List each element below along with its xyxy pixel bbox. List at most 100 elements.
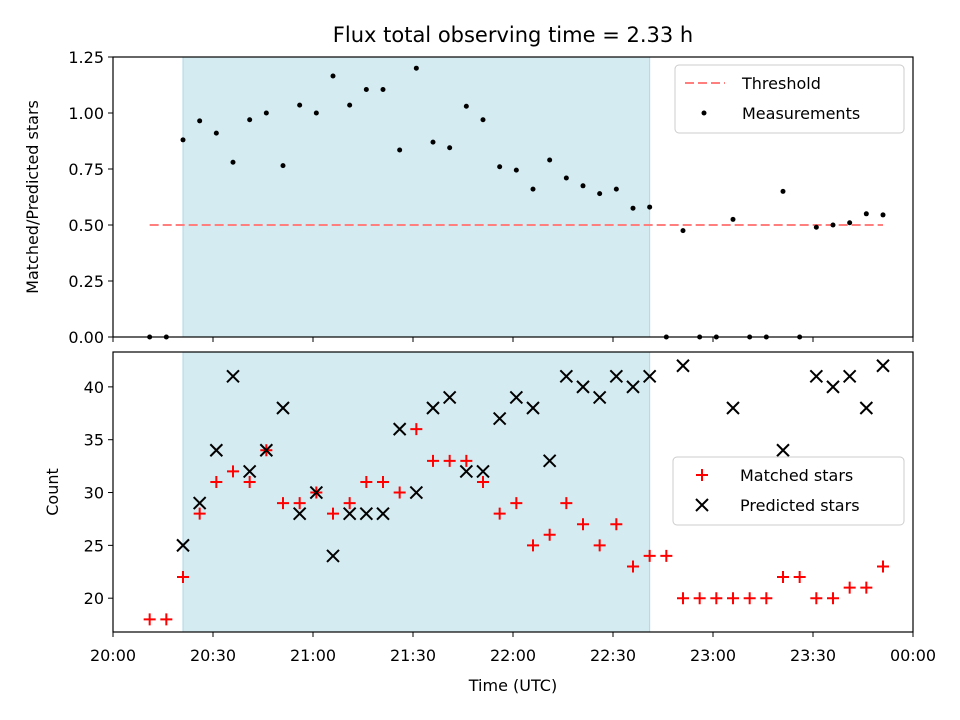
measurement-point [180,137,186,143]
top-y-tick-label: 0.50 [68,216,104,235]
predicted-stars-point [859,401,874,415]
measurement-point [780,188,786,194]
matched-stars-point [277,497,289,510]
top-y-tick-label: 0.25 [68,272,104,291]
matched-stars-point [443,454,456,467]
top-y-axis-label: Matched/Predicted stars [23,100,42,294]
x-tick-label: 00:00 [890,646,936,665]
matched-stars-point [877,560,889,573]
series-predicted-stars [176,359,890,563]
measurement-point [547,157,553,163]
measurement-point [830,222,836,228]
bottom-panel: 20 25 30 35 40 20:00 20:30 21:00 21:30 22:00 22:30… [84,351,936,665]
matched-stars-point [727,592,739,605]
legend-label: Matched stars [740,466,853,485]
matched-stars-point [527,539,539,552]
matched-stars-point [643,549,656,562]
matched-stars-point [777,571,789,584]
predicted-stars-point [342,506,357,521]
predicted-stars-point [842,369,857,384]
x-tick-label: 22:30 [590,646,636,665]
legend-predicted-swatch [695,498,709,512]
predicted-stars-point [409,485,424,500]
predicted-stars-point [559,369,574,384]
matched-stars-point [177,571,189,584]
matched-stars-point [210,475,223,488]
predicted-stars-point [609,369,624,384]
matched-stars-point [627,560,639,573]
matched-stars-point [810,592,823,605]
predicted-stars-point [459,464,474,479]
predicted-stars-point [626,380,640,394]
bottom-y-tick-label: 30 [84,484,104,503]
matched-stars-point [743,592,756,605]
predicted-stars-point [376,506,390,521]
x-tick-label: 21:30 [390,646,436,665]
predicted-stars-point [476,464,490,479]
top-y-tick-label: 1.00 [68,104,104,123]
x-tick-label: 20:30 [190,646,236,665]
matched-stars-point [760,592,773,605]
matched-stars-point [593,539,606,552]
top-y-tick-label: 1.25 [68,48,104,67]
matched-stars-point [227,465,239,478]
predicted-stars-point [576,380,590,394]
measurement-point [647,204,653,210]
measurement-point [263,110,269,116]
matched-stars-point [560,497,573,510]
measurement-point [330,73,336,79]
measurement-point [247,117,253,123]
predicted-stars-point [392,422,407,436]
measurement-point [480,117,486,123]
bottom-y-tick-label: 20 [84,589,104,608]
series-measurements [147,65,886,340]
matched-stars-point [360,475,373,488]
predicted-stars-point [592,390,607,405]
measurement-point [847,220,853,226]
predicted-stars-point [226,369,240,384]
predicted-stars-point [259,443,274,457]
predicted-stars-point [809,369,824,384]
matched-stars-point [710,592,723,605]
chart-title: Flux total observing time = 2.33 h [333,23,693,47]
x-tick-label: 23:00 [690,646,736,665]
x-tick-label: 22:00 [490,646,536,665]
predicted-stars-point [876,359,890,373]
matched-stars-point [143,613,156,626]
matched-stars-point [477,475,489,488]
measurement-point [347,102,353,108]
measurement-point [380,86,386,92]
measurement-point [297,102,303,108]
predicted-stars-point [542,454,557,468]
legend-box [672,456,905,526]
top-y-tick-label: 0.00 [68,328,104,347]
predicted-stars-point [642,369,657,384]
series-matched-stars [143,423,889,626]
predicted-stars-point [526,401,540,415]
matched-stars-point [843,581,856,594]
matched-stars-point [693,592,706,605]
matched-stars-point [860,581,873,594]
measurement-point [813,224,819,230]
matched-stars-point [343,497,356,510]
measurement-point [730,216,736,222]
measurement-point [413,65,419,71]
measurement-point [197,118,203,124]
measurement-point [630,205,636,211]
legend-label: Threshold [741,74,821,93]
top-y-tick-label: 0.75 [68,160,104,179]
measurement-point [513,167,519,173]
bottom-legend: Matched stars Predicted stars [672,456,905,526]
predicted-stars-point [676,359,690,373]
measurement-point [530,186,536,192]
bottom-y-axis-label: Count [43,468,62,516]
predicted-stars-point [826,380,840,394]
predicted-stars-point [292,506,307,521]
matched-stars-point [427,454,439,467]
predicted-stars-point [176,538,190,553]
x-axis-label: Time (UTC) [468,676,557,695]
measurement-point [447,145,453,151]
predicted-stars-point [776,443,790,457]
predicted-stars-point [492,411,507,426]
predicted-stars-point [242,464,257,479]
